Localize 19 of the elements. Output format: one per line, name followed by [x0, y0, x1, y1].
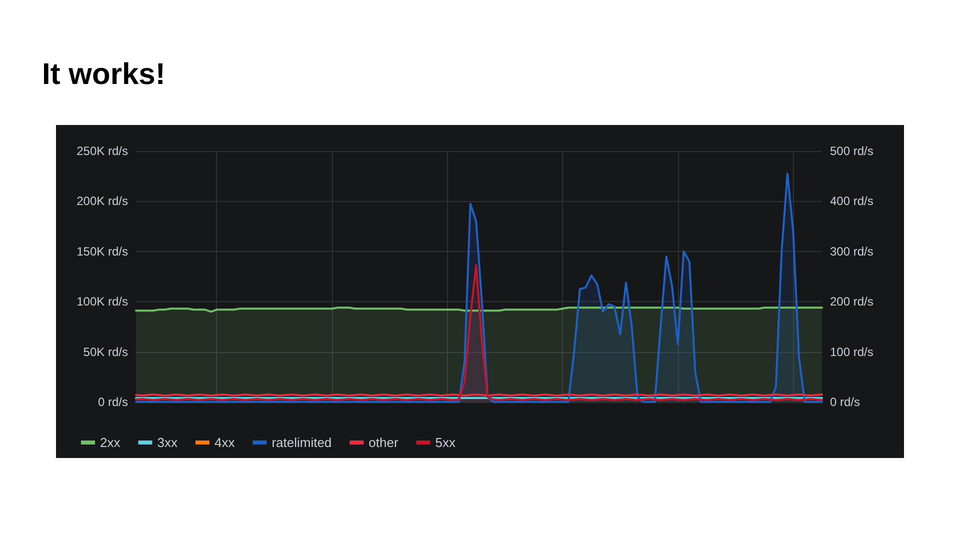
legend-label: 5xx — [435, 435, 456, 450]
y-tick-label: 200K rd/s — [76, 194, 128, 208]
legend-label: 2xx — [100, 435, 121, 450]
legend-label: ratelimited — [272, 435, 332, 450]
legend-label: 4xx — [214, 435, 236, 450]
y-tick-label: 100K rd/s — [76, 294, 128, 309]
y-tick-label: 0 rd/s — [98, 395, 128, 409]
y2-tick-label: 500 rd/s — [830, 144, 874, 158]
chart-title: It works! — [42, 58, 166, 92]
y2-tick-label: 300 rd/s — [830, 244, 874, 258]
y2-tick-label: 200 rd/s — [830, 294, 874, 309]
y2-tick-label: 0 rd/s — [830, 395, 860, 409]
legend-label: other — [368, 435, 399, 450]
y-tick-label: 50K rd/s — [83, 344, 128, 359]
y-tick-label: 250K rd/s — [76, 144, 128, 158]
y2-tick-label: 100 rd/s — [830, 344, 874, 359]
y-tick-label: 150K rd/s — [76, 244, 128, 258]
y2-tick-label: 400 rd/s — [830, 194, 874, 208]
legend-label: 3xx — [157, 435, 178, 450]
